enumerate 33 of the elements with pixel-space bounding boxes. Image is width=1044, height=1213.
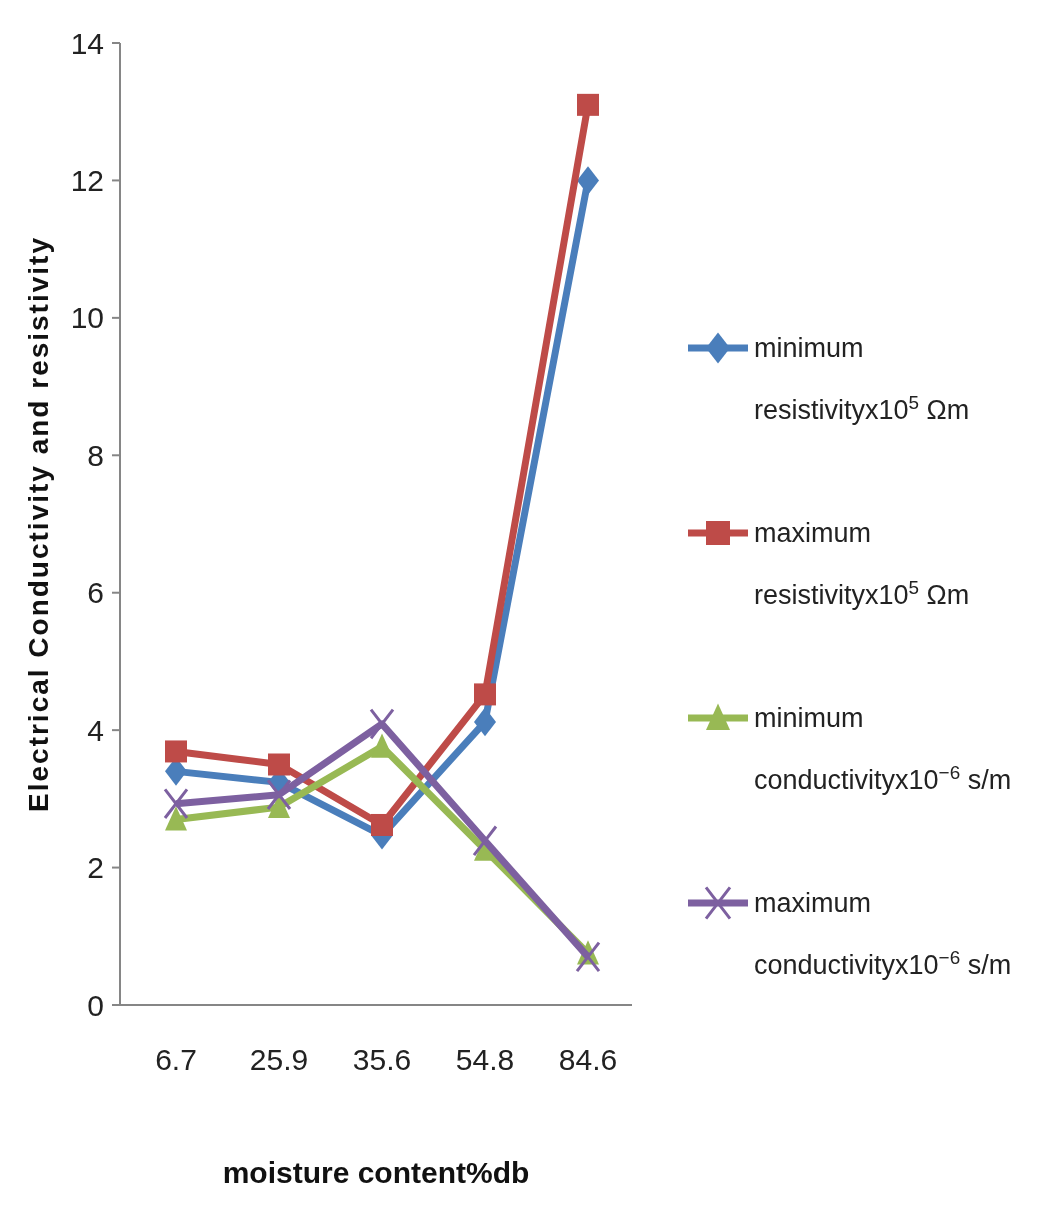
x-tick-label: 84.6 xyxy=(558,1043,618,1076)
y-tick-label: 2 xyxy=(87,851,104,885)
y-tick-label: 6 xyxy=(87,576,104,610)
point xyxy=(577,93,599,116)
legend-label: maximum resistivityx10$^{5}$ Ωm xyxy=(754,518,970,611)
point xyxy=(369,708,395,740)
y-tick-label: 4 xyxy=(87,713,104,747)
y-axis-title: Electrical Conductivity and resistivity xyxy=(23,236,54,812)
point xyxy=(163,787,189,820)
point xyxy=(474,707,496,737)
x-tick-label: 54.8 xyxy=(455,1043,515,1076)
x-axis-title: moisture content%db xyxy=(222,1156,530,1189)
point xyxy=(472,824,498,857)
y-tick-label: 0 xyxy=(87,988,104,1022)
point xyxy=(165,740,187,763)
point xyxy=(165,806,187,831)
point xyxy=(577,166,599,195)
legend-label: maximum conductivityx10$^{−6}$ s/m xyxy=(754,888,1012,981)
y-tick-label: 14 xyxy=(70,26,104,60)
y-tick-label: 8 xyxy=(87,438,104,472)
legend-label: minimum conductivityx10$^{−6}$ s/m xyxy=(754,703,1012,796)
y-tick-label: 10 xyxy=(70,301,104,335)
point xyxy=(266,778,292,811)
point xyxy=(474,683,496,706)
x-tick-label: 35.6 xyxy=(352,1043,412,1076)
point xyxy=(371,733,393,758)
x-tick-label: 25.9 xyxy=(249,1043,309,1076)
legend-label: minimum resistivityx10$^{5}$ Ωm xyxy=(754,333,970,426)
point xyxy=(371,813,393,836)
point xyxy=(268,753,290,776)
y-tick-label: 12 xyxy=(70,163,104,197)
x-tick-label: 6.7 xyxy=(155,1043,197,1076)
point xyxy=(575,941,601,973)
